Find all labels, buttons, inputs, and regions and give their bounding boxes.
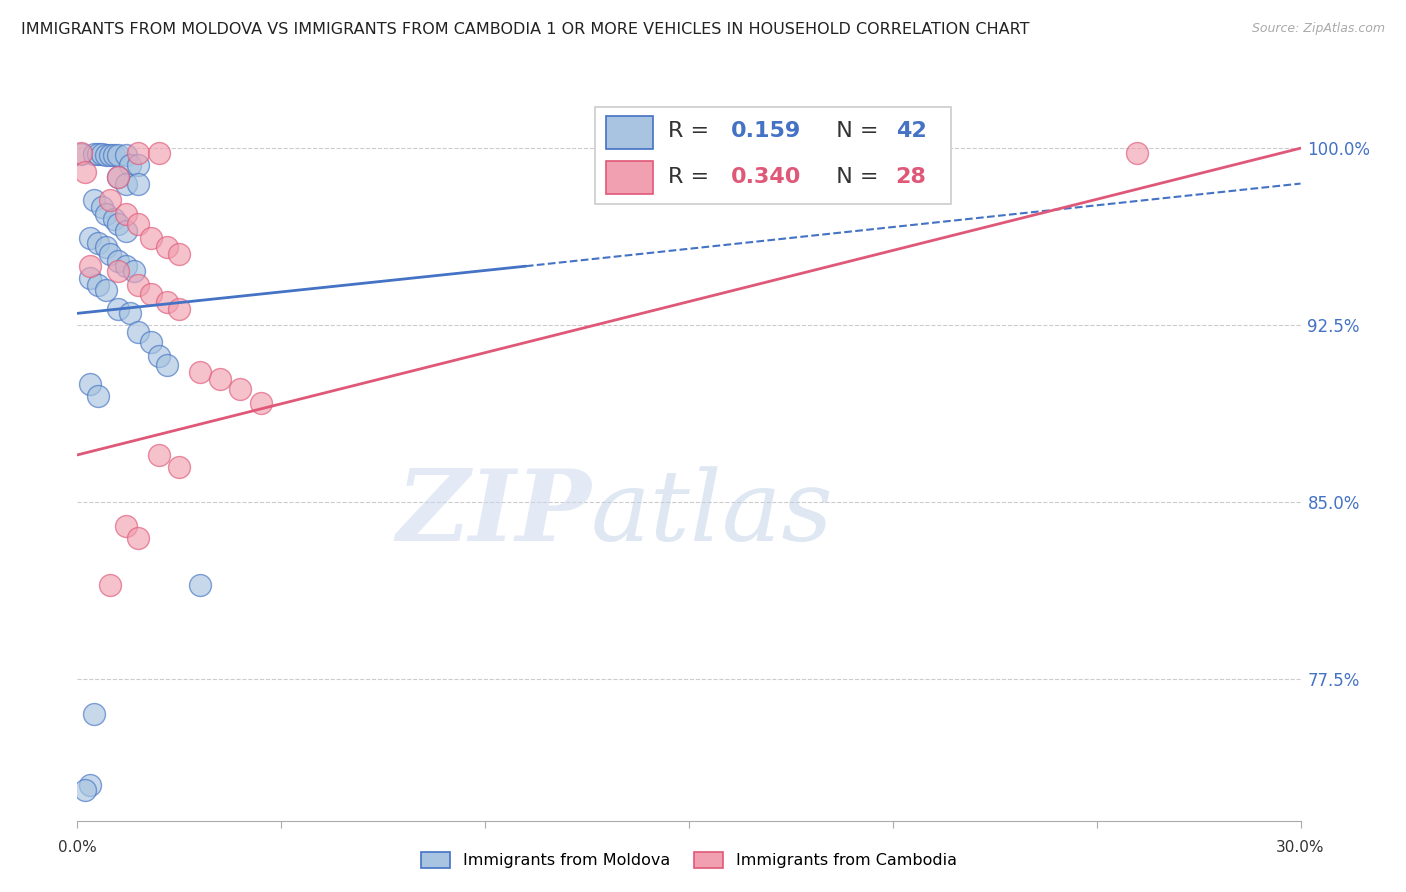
Point <box>115 207 138 221</box>
Point <box>98 148 121 162</box>
Point <box>79 271 101 285</box>
Point <box>83 707 105 722</box>
Point <box>103 211 125 226</box>
Point <box>87 235 110 250</box>
Point <box>156 240 179 254</box>
Y-axis label: 1 or more Vehicles in Household: 1 or more Vehicles in Household <box>0 343 7 566</box>
Point <box>148 145 170 160</box>
Point <box>169 459 191 474</box>
Point <box>90 147 112 161</box>
Point <box>128 217 150 231</box>
Point <box>107 217 129 231</box>
Point <box>70 145 93 160</box>
Point <box>94 148 117 162</box>
Point <box>79 377 101 392</box>
Legend: Immigrants from Moldova, Immigrants from Cambodia: Immigrants from Moldova, Immigrants from… <box>415 846 963 875</box>
Point <box>139 231 162 245</box>
Text: ZIP: ZIP <box>396 466 591 562</box>
Point <box>139 287 162 301</box>
Point <box>107 169 129 184</box>
Point <box>107 148 129 162</box>
Point <box>115 259 138 273</box>
Point <box>83 147 105 161</box>
Point <box>120 306 142 320</box>
Point <box>188 365 211 379</box>
Point <box>94 207 117 221</box>
Point <box>1126 145 1149 160</box>
Point <box>79 259 101 273</box>
Text: 0.0%: 0.0% <box>58 839 97 855</box>
Point <box>128 158 150 172</box>
Point <box>139 334 162 349</box>
Point <box>98 247 121 261</box>
Point <box>75 783 97 797</box>
Point <box>70 147 93 161</box>
Point <box>75 165 97 179</box>
Point <box>156 294 179 309</box>
Point <box>128 145 150 160</box>
Point <box>103 148 125 162</box>
Text: IMMIGRANTS FROM MOLDOVA VS IMMIGRANTS FROM CAMBODIA 1 OR MORE VEHICLES IN HOUSEH: IMMIGRANTS FROM MOLDOVA VS IMMIGRANTS FR… <box>21 22 1029 37</box>
Point <box>188 577 211 591</box>
Point <box>87 389 110 403</box>
Point <box>250 396 273 410</box>
Point <box>156 358 179 372</box>
Point <box>148 349 170 363</box>
Point <box>107 301 129 316</box>
Point <box>229 382 252 396</box>
Point <box>87 147 110 161</box>
Point <box>107 264 129 278</box>
Point <box>169 247 191 261</box>
Point <box>94 283 117 297</box>
Point <box>107 254 129 268</box>
Point <box>79 778 101 792</box>
Text: 30.0%: 30.0% <box>1277 839 1324 855</box>
Point <box>94 240 117 254</box>
Point <box>128 531 150 545</box>
Point <box>128 177 150 191</box>
Point <box>115 518 138 533</box>
Text: Source: ZipAtlas.com: Source: ZipAtlas.com <box>1251 22 1385 36</box>
Point <box>128 325 150 339</box>
Point <box>678 145 700 160</box>
Text: atlas: atlas <box>591 466 834 561</box>
Point <box>98 193 121 207</box>
Point <box>98 577 121 591</box>
Point <box>148 448 170 462</box>
Point <box>87 278 110 293</box>
Point <box>115 177 138 191</box>
Point <box>79 231 101 245</box>
Point <box>115 224 138 238</box>
Point <box>83 193 105 207</box>
Point <box>120 158 142 172</box>
Point <box>209 372 232 386</box>
Point <box>107 169 129 184</box>
Point <box>90 200 112 214</box>
Point <box>124 264 146 278</box>
Point <box>128 278 150 293</box>
Point <box>115 148 138 162</box>
Point <box>169 301 191 316</box>
